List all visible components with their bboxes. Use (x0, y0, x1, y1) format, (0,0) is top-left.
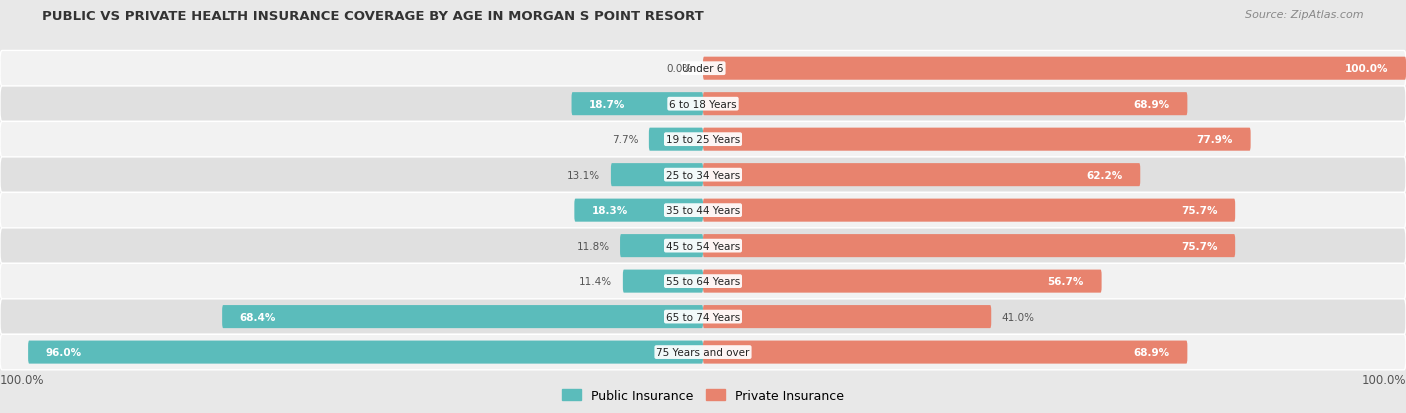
Text: Source: ZipAtlas.com: Source: ZipAtlas.com (1246, 10, 1364, 20)
FancyBboxPatch shape (0, 335, 1406, 370)
Text: 75 Years and over: 75 Years and over (657, 347, 749, 357)
FancyBboxPatch shape (623, 270, 703, 293)
FancyBboxPatch shape (28, 341, 703, 364)
Text: 68.9%: 68.9% (1133, 100, 1170, 109)
FancyBboxPatch shape (703, 305, 991, 328)
Text: 100.0%: 100.0% (0, 373, 45, 387)
Text: 55 to 64 Years: 55 to 64 Years (666, 276, 740, 287)
Text: 25 to 34 Years: 25 to 34 Years (666, 170, 740, 180)
FancyBboxPatch shape (0, 193, 1406, 228)
Text: 6 to 18 Years: 6 to 18 Years (669, 100, 737, 109)
Text: 100.0%: 100.0% (1346, 64, 1389, 74)
FancyBboxPatch shape (0, 157, 1406, 193)
Legend: Public Insurance, Private Insurance: Public Insurance, Private Insurance (557, 384, 849, 407)
FancyBboxPatch shape (0, 299, 1406, 335)
Text: 13.1%: 13.1% (567, 170, 600, 180)
Text: 11.8%: 11.8% (576, 241, 610, 251)
Text: 18.7%: 18.7% (589, 100, 626, 109)
FancyBboxPatch shape (571, 93, 703, 116)
FancyBboxPatch shape (703, 235, 1236, 258)
Text: 75.7%: 75.7% (1181, 241, 1218, 251)
FancyBboxPatch shape (0, 122, 1406, 157)
FancyBboxPatch shape (703, 93, 1188, 116)
Text: 7.7%: 7.7% (612, 135, 638, 145)
Text: 45 to 54 Years: 45 to 54 Years (666, 241, 740, 251)
FancyBboxPatch shape (703, 57, 1406, 81)
Text: Under 6: Under 6 (682, 64, 724, 74)
FancyBboxPatch shape (703, 199, 1236, 222)
Text: 56.7%: 56.7% (1047, 276, 1084, 287)
Text: 11.4%: 11.4% (579, 276, 613, 287)
Text: 65 to 74 Years: 65 to 74 Years (666, 312, 740, 322)
Text: 41.0%: 41.0% (1002, 312, 1035, 322)
Text: 100.0%: 100.0% (1361, 373, 1406, 387)
Text: 18.3%: 18.3% (592, 206, 628, 216)
Text: 62.2%: 62.2% (1087, 170, 1123, 180)
FancyBboxPatch shape (703, 128, 1251, 151)
FancyBboxPatch shape (650, 128, 703, 151)
FancyBboxPatch shape (222, 305, 703, 328)
Text: PUBLIC VS PRIVATE HEALTH INSURANCE COVERAGE BY AGE IN MORGAN S POINT RESORT: PUBLIC VS PRIVATE HEALTH INSURANCE COVER… (42, 10, 704, 23)
FancyBboxPatch shape (612, 164, 703, 187)
Text: 75.7%: 75.7% (1181, 206, 1218, 216)
Text: 68.4%: 68.4% (239, 312, 276, 322)
FancyBboxPatch shape (703, 270, 1102, 293)
FancyBboxPatch shape (0, 51, 1406, 87)
FancyBboxPatch shape (703, 341, 1188, 364)
Text: 35 to 44 Years: 35 to 44 Years (666, 206, 740, 216)
Text: 77.9%: 77.9% (1197, 135, 1233, 145)
Text: 68.9%: 68.9% (1133, 347, 1170, 357)
Text: 0.0%: 0.0% (666, 64, 693, 74)
Text: 19 to 25 Years: 19 to 25 Years (666, 135, 740, 145)
Text: 96.0%: 96.0% (45, 347, 82, 357)
FancyBboxPatch shape (0, 228, 1406, 264)
FancyBboxPatch shape (620, 235, 703, 258)
FancyBboxPatch shape (0, 87, 1406, 122)
FancyBboxPatch shape (575, 199, 703, 222)
FancyBboxPatch shape (0, 264, 1406, 299)
FancyBboxPatch shape (703, 164, 1140, 187)
